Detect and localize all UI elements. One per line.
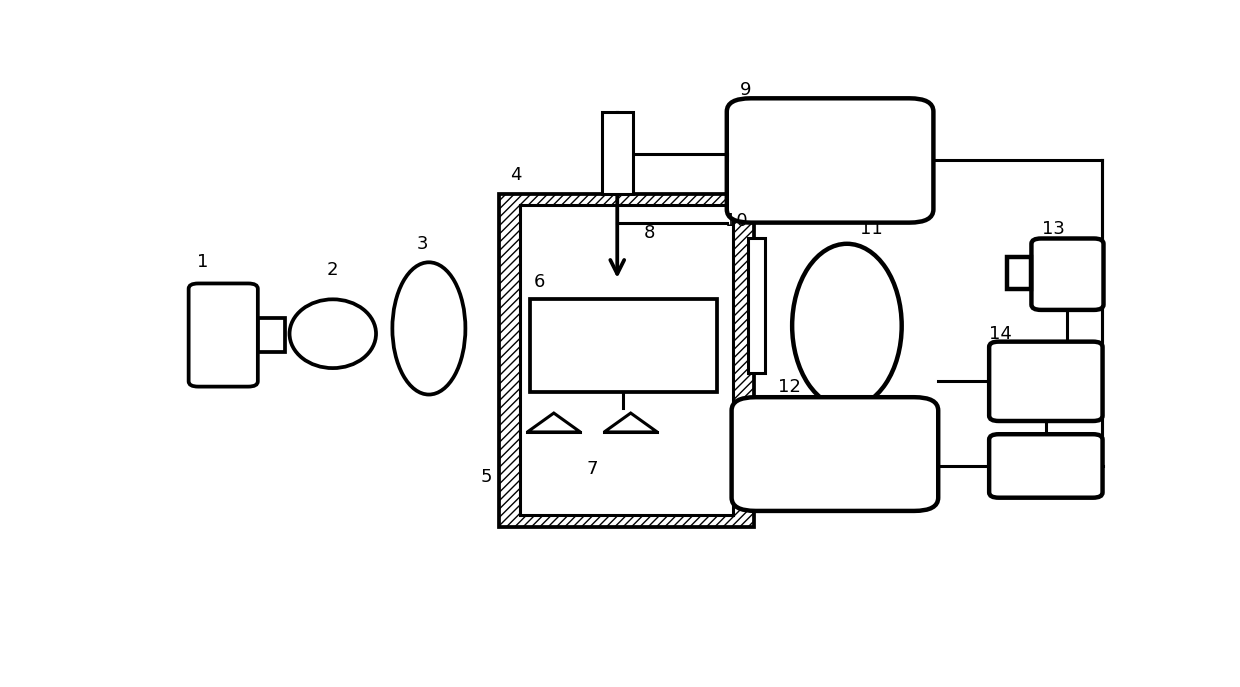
Text: 2: 2 (327, 261, 339, 279)
Text: 8: 8 (645, 224, 656, 243)
FancyBboxPatch shape (1032, 238, 1104, 310)
FancyBboxPatch shape (990, 434, 1102, 497)
Ellipse shape (289, 300, 376, 368)
Text: 9: 9 (740, 81, 751, 100)
Bar (529, 300, 717, 392)
Text: 6: 6 (533, 273, 546, 291)
Text: 10: 10 (725, 212, 748, 230)
Text: 3: 3 (417, 235, 428, 253)
Ellipse shape (392, 262, 465, 394)
Text: 11: 11 (859, 221, 883, 238)
Text: 1: 1 (197, 254, 208, 271)
Text: 7: 7 (587, 460, 598, 477)
Ellipse shape (792, 244, 901, 408)
Bar (601, 111, 632, 194)
FancyBboxPatch shape (732, 397, 939, 511)
Polygon shape (604, 413, 657, 432)
FancyBboxPatch shape (188, 284, 258, 387)
Text: 12: 12 (777, 378, 801, 396)
Polygon shape (527, 413, 580, 432)
Bar (521, 205, 733, 515)
Bar (1007, 257, 1032, 289)
Text: 4: 4 (510, 166, 521, 184)
Bar (498, 194, 754, 527)
Text: 13: 13 (1042, 221, 1065, 238)
Text: 14: 14 (990, 325, 1012, 343)
FancyBboxPatch shape (990, 341, 1102, 421)
FancyBboxPatch shape (727, 98, 934, 223)
Bar (258, 318, 285, 352)
Bar (748, 238, 765, 374)
Text: 5: 5 (481, 468, 492, 486)
